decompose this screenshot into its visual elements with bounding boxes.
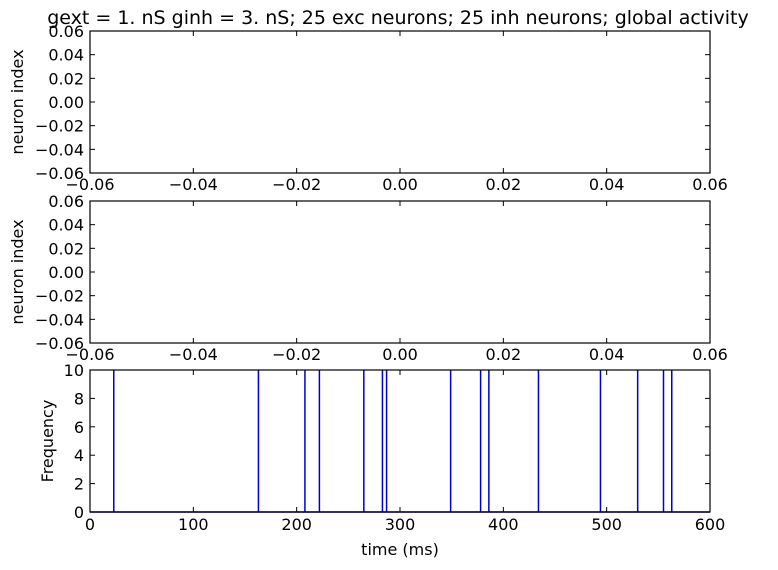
raster-inh-panel: neuron index −0.06 −0.04 −0.02 0.00 0.02 0.04…	[8, 192, 728, 364]
y-tick-label: −0.02	[35, 287, 84, 306]
x-ticks: 0 100 200 300 400 500 600	[85, 370, 725, 534]
x-ticks: −0.06 −0.04 −0.02 0.00 0.02 0.04 0.06	[65, 31, 728, 194]
y-axis-label: neuron index	[8, 49, 27, 154]
frequency-series-line	[90, 370, 710, 513]
x-tick-label: −0.06	[65, 345, 114, 364]
y-axis-label: neuron index	[8, 219, 27, 324]
y-ticks: 0 2 4 6 8 10	[64, 361, 710, 522]
y-tick-label: 0.02	[48, 69, 84, 88]
y-tick-label: −0.02	[35, 117, 84, 136]
y-axis-label: Frequency	[38, 400, 57, 483]
x-tick-label: 100	[178, 515, 209, 534]
y-tick-label: 0.00	[48, 93, 84, 112]
plot-frame	[89, 30, 711, 174]
y-tick-label: 0.02	[48, 239, 84, 258]
chart-title: gext = 1. nS ginh = 3. nS; 25 exc neuron…	[47, 7, 749, 29]
y-tick-label: −0.06	[35, 334, 84, 353]
x-tick-label: 500	[591, 515, 622, 534]
y-tick-label: 6	[74, 418, 84, 437]
x-tick-label: 0.04	[589, 175, 625, 194]
x-tick-label: 0.02	[486, 175, 522, 194]
x-tick-label: −0.04	[169, 345, 218, 364]
y-tick-label: 0	[74, 503, 84, 522]
y-tick-label: 4	[74, 446, 84, 465]
y-tick-label: 0.06	[48, 192, 84, 211]
y-tick-label: −0.04	[35, 140, 84, 159]
x-tick-label: 400	[488, 515, 519, 534]
x-tick-label: 0.02	[486, 345, 522, 364]
x-tick-label: 600	[695, 515, 726, 534]
y-tick-label: 0.04	[48, 216, 84, 235]
y-tick-label: 2	[74, 475, 84, 494]
plot-frame	[89, 369, 711, 513]
y-ticks: −0.06 −0.04 −0.02 0.00 0.02 0.04 0.06	[35, 22, 710, 183]
x-tick-label: 0.06	[692, 345, 728, 364]
x-axis-label: time (ms)	[361, 540, 439, 559]
x-tick-label: −0.02	[272, 175, 321, 194]
y-tick-label: −0.04	[35, 310, 84, 329]
y-tick-label: 0.00	[48, 263, 84, 282]
y-tick-label: −0.06	[35, 164, 84, 183]
y-ticks: −0.06 −0.04 −0.02 0.00 0.02 0.04 0.06	[35, 192, 710, 353]
x-tick-label: 0	[85, 515, 95, 534]
y-tick-label: 0.06	[48, 22, 84, 41]
frequency-panel: Frequency time (ms) 0 2 4 6 8 10 0 100 200 300 40…	[38, 361, 725, 559]
x-tick-label: 200	[281, 515, 312, 534]
x-tick-label: −0.02	[272, 345, 321, 364]
x-tick-label: 0.00	[382, 175, 418, 194]
x-tick-label: −0.06	[65, 175, 114, 194]
x-tick-label: −0.04	[169, 175, 218, 194]
x-tick-label: 0.00	[382, 345, 418, 364]
x-ticks: −0.06 −0.04 −0.02 0.00 0.02 0.04 0.06	[65, 201, 728, 364]
y-tick-label: 0.04	[48, 46, 84, 65]
x-tick-label: 300	[385, 515, 416, 534]
x-tick-label: 0.06	[692, 175, 728, 194]
plot-frame	[89, 200, 711, 344]
raster-exc-panel: neuron index −0.06 −0.04 −0.02 0.00 0.02 0.04…	[8, 22, 728, 194]
y-tick-label: 10	[64, 361, 84, 380]
x-tick-label: 0.04	[589, 345, 625, 364]
y-tick-label: 8	[74, 389, 84, 408]
